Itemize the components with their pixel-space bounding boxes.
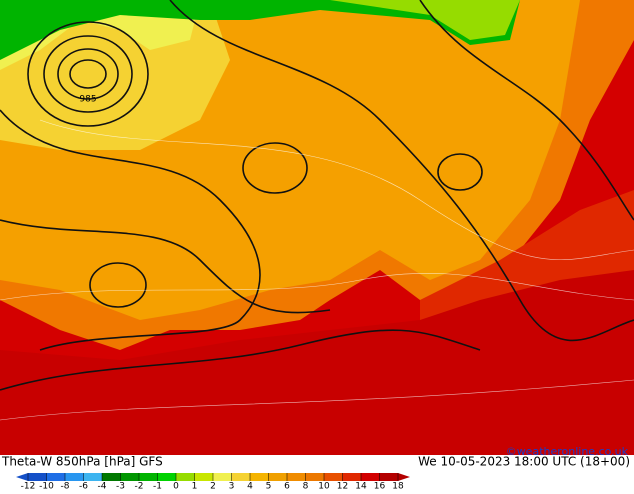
colorbar-tick-label: 12 xyxy=(337,482,348,491)
colorbar-tick-label: -4 xyxy=(98,482,107,491)
colorbar-segment xyxy=(83,473,103,481)
colorbar-tick-label: -12 xyxy=(21,482,36,491)
colorbar-tick-label: 5 xyxy=(266,482,272,491)
colorbar-tick-label: 8 xyxy=(303,482,309,491)
green-region xyxy=(0,0,520,60)
colorbar-tick-label: 3 xyxy=(229,482,235,491)
contour xyxy=(437,153,483,191)
colorbar-tick-label: 1 xyxy=(192,482,198,491)
colorbar-segment xyxy=(250,473,269,481)
contour xyxy=(242,142,308,194)
colorbar-tick-label: 6 xyxy=(284,482,290,491)
contour xyxy=(0,329,481,391)
colorbar-tick-label: -3 xyxy=(116,482,125,491)
thin-contour xyxy=(0,272,634,301)
colorbar-tick-label: -8 xyxy=(61,482,70,491)
contour xyxy=(89,262,147,308)
contour-label: 985 xyxy=(79,95,96,105)
contour xyxy=(419,0,634,221)
contour xyxy=(43,35,133,113)
colorbar-tick-label: 10 xyxy=(318,482,330,491)
colorbar-segment xyxy=(120,473,140,481)
colorbar-segment xyxy=(102,473,121,481)
thin-contour xyxy=(0,379,634,421)
contour xyxy=(0,109,261,351)
colorbar-segment xyxy=(65,473,84,481)
hottest-region xyxy=(0,270,634,455)
colorbar-segment xyxy=(361,473,380,481)
colorbar-segment xyxy=(46,473,66,481)
contour xyxy=(57,48,119,100)
colorbar-segment xyxy=(176,473,195,481)
colorbar-tick-label: -10 xyxy=(39,482,54,491)
contour xyxy=(169,0,634,342)
colorbar-tick-label: -6 xyxy=(79,482,88,491)
datetime: We 10-05-2023 18:00 UTC (18+00) xyxy=(418,455,630,469)
colorbar-tick-label: -2 xyxy=(135,482,144,491)
thin-contour xyxy=(39,119,634,260)
colorbar-tick-label: 2 xyxy=(210,482,216,491)
colorbar-segment xyxy=(157,473,177,481)
colorbar-segment xyxy=(231,473,251,481)
colorbar-tick-label: -1 xyxy=(153,482,162,491)
colorbar-segment xyxy=(268,473,288,481)
footer xyxy=(0,455,634,490)
map: 985 ©weatheronline.co.uk xyxy=(0,0,634,458)
colorbar-tick-label: 18 xyxy=(392,482,404,491)
colorbar-tick-label: 4 xyxy=(247,482,253,491)
colorbar-segment xyxy=(305,473,325,481)
contour xyxy=(69,59,107,89)
colorbar-tick-label: 14 xyxy=(355,482,367,491)
colorbar-end xyxy=(398,473,410,481)
colorbar-segment xyxy=(287,473,306,481)
colorbar-tick-label: 0 xyxy=(173,482,179,491)
colorbar-segment xyxy=(213,473,232,481)
colorbar-segment xyxy=(28,473,47,481)
contour xyxy=(0,219,331,314)
contour xyxy=(27,21,149,127)
colorbar-end xyxy=(16,473,28,481)
title: Theta-W 850hPa [hPa] GFS xyxy=(1,455,163,469)
colorbar-segment xyxy=(379,473,399,481)
colorbar-segment xyxy=(139,473,158,481)
green-region-light xyxy=(330,0,520,40)
colorbar-segment xyxy=(324,473,343,481)
colorbar-segment xyxy=(342,473,362,481)
colorbar: -12 -10 -8 -6 -4 -3 -2 -1 0 1 2 3 4 5 6 8 10 12 14 16 18 xyxy=(16,473,410,492)
colorbar-segment xyxy=(194,473,214,481)
colorbar-tick-label: 16 xyxy=(374,482,386,491)
credit: ©weatheronline.co.uk xyxy=(506,445,629,458)
